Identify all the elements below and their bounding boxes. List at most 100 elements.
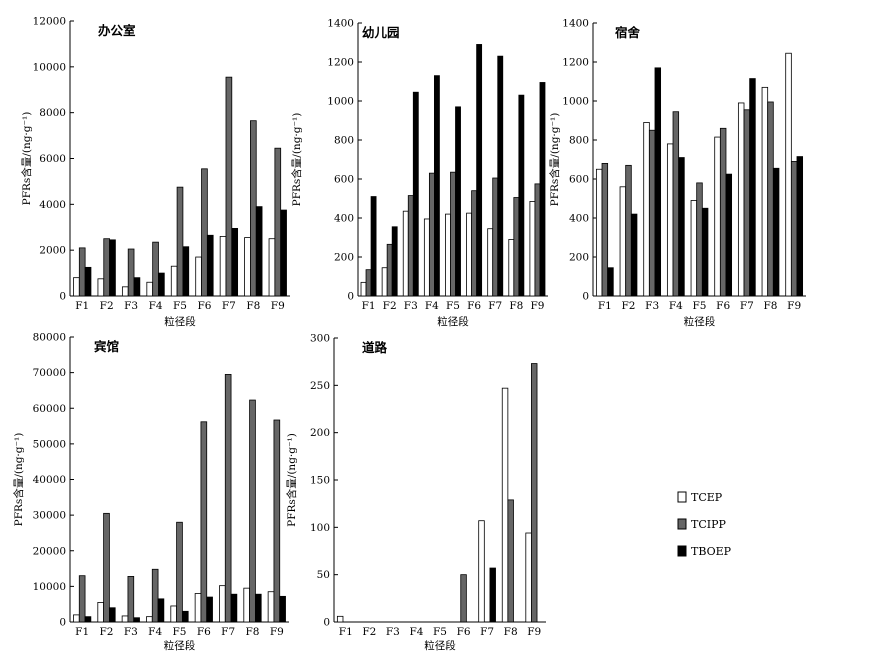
- bar-tcipp: [696, 182, 703, 297]
- bar-tcipp: [507, 499, 514, 623]
- x-tick-label: F2: [622, 300, 636, 312]
- bar-tcep: [194, 593, 202, 623]
- y-tick-label: 40000: [33, 474, 66, 486]
- bar-tboep: [157, 598, 165, 623]
- bar-tcep: [478, 520, 485, 623]
- x-tick-label: F1: [362, 300, 376, 312]
- x-tick-label: F3: [386, 626, 400, 638]
- bar-tcep: [402, 210, 409, 297]
- x-tick-label: F5: [446, 300, 460, 312]
- y-tick-label: 800: [569, 135, 589, 147]
- x-tick-label: F9: [787, 300, 801, 312]
- bar-tcipp: [648, 129, 656, 297]
- bar-tcep: [466, 212, 473, 297]
- y-tick-label: 100: [310, 522, 330, 534]
- x-tick-label: F8: [246, 300, 260, 312]
- y-tick-label: 8000: [39, 107, 66, 119]
- bar-tcipp: [625, 164, 632, 297]
- x-tick-label: F3: [404, 300, 418, 312]
- chart-title: 宾馆: [94, 339, 119, 354]
- bar-tcep: [525, 532, 532, 623]
- bar-tcipp: [103, 512, 110, 623]
- y-tick-label: 400: [569, 213, 589, 225]
- y-tick-label: 10000: [33, 581, 66, 593]
- x-tick-label: F7: [740, 300, 754, 312]
- bar-tboep: [84, 266, 92, 297]
- bar-tboep: [725, 173, 733, 297]
- bar-tboep: [476, 44, 483, 297]
- bar-tcep: [714, 136, 721, 297]
- y-tick-label: 2000: [39, 245, 66, 257]
- bar-tcipp: [250, 120, 257, 297]
- bar-tcep: [381, 267, 388, 297]
- x-axis-label: 粒径段: [164, 315, 196, 328]
- x-tick-label: F9: [530, 300, 544, 312]
- bar-tcipp: [471, 190, 478, 297]
- bar-tboep: [182, 246, 190, 297]
- bar-tboep: [181, 610, 189, 623]
- x-axis-label: 粒径段: [424, 639, 456, 652]
- bar-tcep: [501, 387, 509, 623]
- x-tick-label: F8: [246, 626, 260, 638]
- legend-label-tboep: TBOEP: [691, 545, 732, 558]
- bar-tboep: [701, 207, 709, 297]
- bar-tboep: [489, 567, 496, 623]
- y-tick-label: 0: [59, 291, 66, 303]
- bar-tcep: [73, 614, 80, 623]
- bar-tcipp: [719, 127, 727, 297]
- bar-tcipp: [513, 197, 520, 297]
- y-tick-label: 60000: [33, 403, 66, 415]
- x-tick-label: F1: [75, 626, 89, 638]
- bar-tboep: [539, 82, 546, 297]
- bar-tcipp: [534, 183, 541, 297]
- bar-tcipp: [450, 171, 456, 297]
- bar-tcipp: [225, 76, 233, 297]
- legend-swatch-tcipp: [677, 518, 687, 530]
- bar-tcipp: [201, 168, 208, 297]
- bar-tcep: [690, 200, 698, 297]
- bar-tcep: [268, 238, 276, 297]
- bar-tcep: [487, 228, 494, 297]
- bar-tcep: [243, 587, 250, 623]
- bar-tcep: [170, 605, 177, 623]
- x-tick-label: F8: [509, 300, 523, 312]
- chart-office: 0 2000 4000 6000 8000 10000 12000 F1 F2 F3 F4 F5 F6 F…: [20, 16, 290, 328]
- bar-tcep: [195, 256, 202, 297]
- chart-title: 幼儿园: [362, 25, 400, 40]
- y-tick-label: 0: [323, 617, 330, 629]
- x-tick-label: F1: [75, 300, 89, 312]
- bar-tcep: [666, 143, 674, 297]
- y-tick-label: 0: [59, 617, 66, 629]
- bar-tcep: [73, 277, 80, 297]
- y-tick-label: 300: [310, 333, 330, 345]
- chart-dormitory: 0 200 400 600 800 1000 1200 1400 F1 F2 F3 F4 F5 F6 F7 F…: [548, 18, 806, 328]
- bar-tcep: [761, 86, 769, 297]
- bar-tcipp: [224, 374, 232, 623]
- bar-tboep: [370, 196, 377, 297]
- y-tick-label: 1400: [562, 18, 589, 30]
- bar-tcipp: [152, 241, 159, 297]
- bar-tboep: [231, 227, 239, 297]
- bar-tboep: [518, 94, 525, 297]
- x-tick-label: F5: [173, 626, 187, 638]
- y-axis-label: PFRs含量/(ng·g⁻¹): [12, 433, 25, 527]
- bar-tboep: [497, 55, 504, 297]
- bar-tcep: [121, 286, 129, 297]
- y-tick-label: 0: [582, 291, 589, 303]
- x-tick-label: F9: [527, 626, 541, 638]
- y-tick-label: 6000: [39, 153, 66, 165]
- bar-tcep: [97, 602, 104, 623]
- y-tick-label: 150: [310, 475, 330, 487]
- bar-tcipp: [176, 521, 183, 623]
- x-tick-label: F9: [270, 626, 284, 638]
- bar-tboep: [630, 213, 638, 297]
- bar-tcep: [121, 615, 129, 623]
- y-tick-label: 30000: [33, 510, 66, 522]
- y-tick-label: 50000: [33, 438, 66, 450]
- y-tick-label: 70000: [33, 367, 66, 379]
- chart-title: 宿舍: [615, 25, 641, 40]
- chart-title: 办公室: [98, 23, 136, 38]
- x-tick-label: F8: [504, 626, 518, 638]
- x-tick-label: F5: [173, 300, 187, 312]
